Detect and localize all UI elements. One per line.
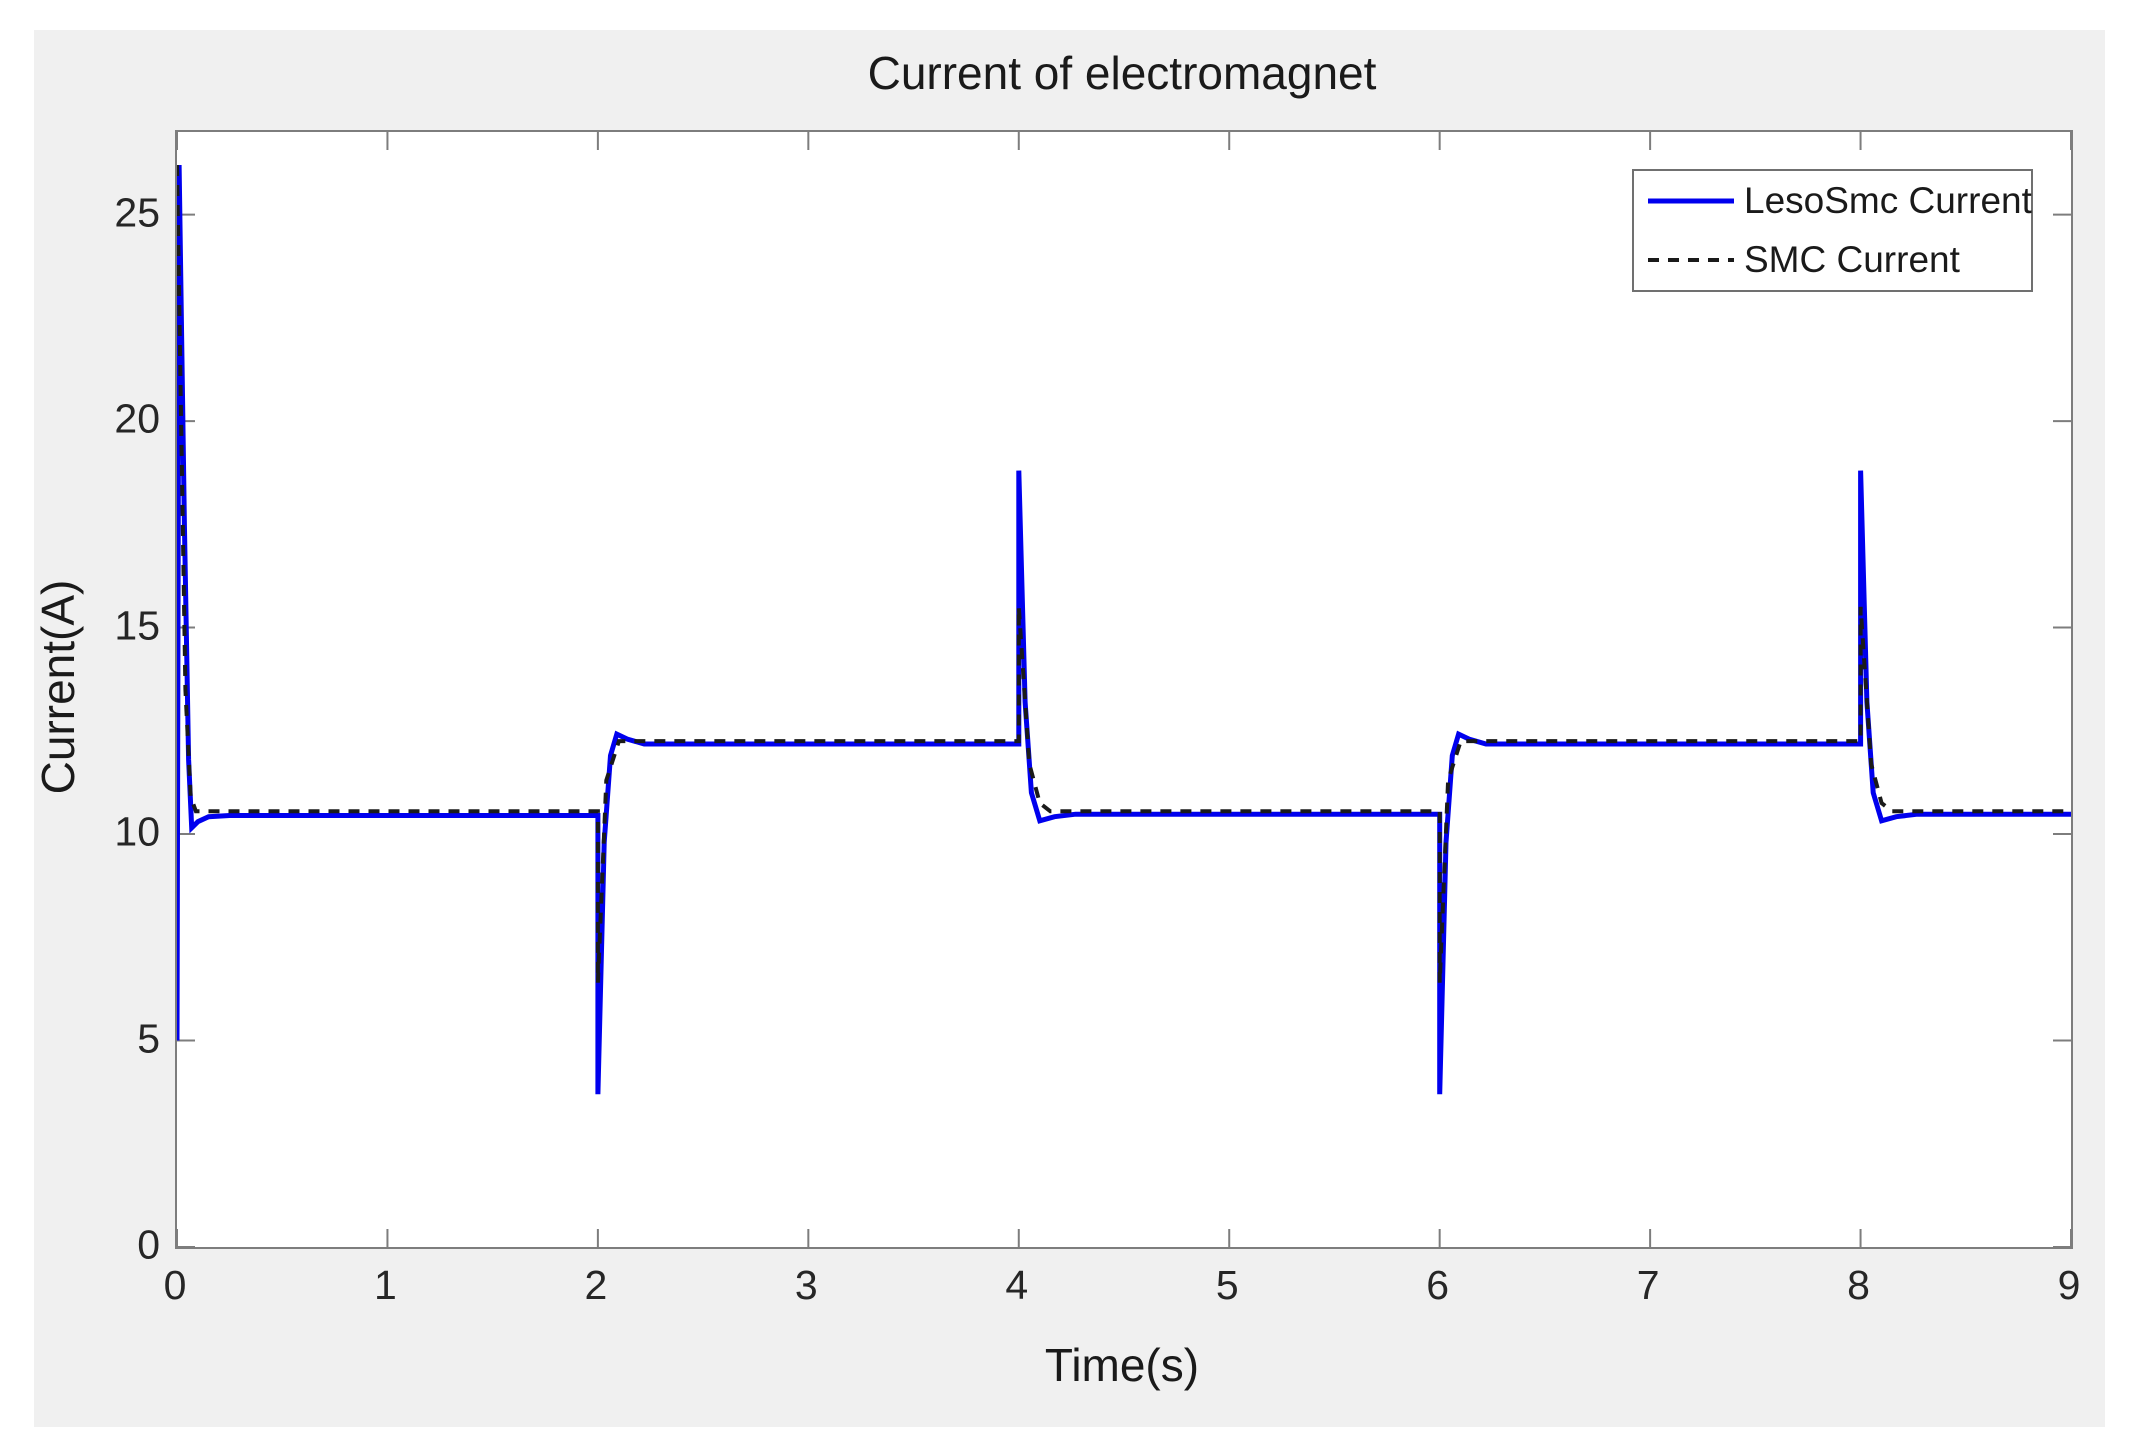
x-tick-label: 3 bbox=[794, 1262, 818, 1308]
chart-title: Current of electromagnet bbox=[867, 47, 1377, 99]
y-tick-label: 0 bbox=[137, 1221, 160, 1268]
x-axis-label: Time(s) bbox=[1044, 1339, 1200, 1391]
x-tick-label: 9 bbox=[2057, 1262, 2081, 1308]
y-tick-label: 15 bbox=[114, 602, 160, 649]
series-line-0 bbox=[177, 164, 2071, 1095]
x-tick-label: 5 bbox=[1215, 1262, 1239, 1308]
x-tick-label: 7 bbox=[1636, 1262, 1660, 1308]
chart-canvas bbox=[177, 132, 2071, 1247]
y-axis-label: Current(A) bbox=[32, 579, 84, 795]
y-tick-label: 25 bbox=[114, 189, 160, 236]
y-tick-label: 5 bbox=[137, 1015, 160, 1062]
legend-box: LesoSmc Current SMC Current bbox=[1632, 169, 2033, 292]
x-tick-label: 1 bbox=[374, 1262, 397, 1308]
x-tick-label: 4 bbox=[1005, 1262, 1029, 1308]
smc-dashed-line-sample-icon bbox=[1648, 258, 1734, 263]
y-tick-label: 20 bbox=[114, 395, 160, 442]
plot-area bbox=[175, 130, 2073, 1249]
series-lines bbox=[177, 164, 2071, 1095]
y-tick-label: 10 bbox=[114, 808, 160, 855]
lesosmc-line-sample-icon bbox=[1648, 198, 1734, 204]
x-tick-label: 2 bbox=[584, 1262, 608, 1308]
legend-label-lesosmc: LesoSmc Current bbox=[1744, 179, 2032, 221]
x-tick-label: 0 bbox=[163, 1262, 187, 1308]
x-tick-label: 8 bbox=[1847, 1262, 1870, 1308]
legend-entry-lesosmc: LesoSmc Current bbox=[1634, 171, 2032, 231]
legend-label-smc: SMC Current bbox=[1744, 239, 1960, 281]
legend-entry-smc: SMC Current bbox=[1634, 231, 2031, 291]
series-line-1 bbox=[177, 164, 2071, 983]
x-tick-label: 6 bbox=[1426, 1262, 1450, 1308]
axis-tick-marks bbox=[177, 132, 2071, 1247]
